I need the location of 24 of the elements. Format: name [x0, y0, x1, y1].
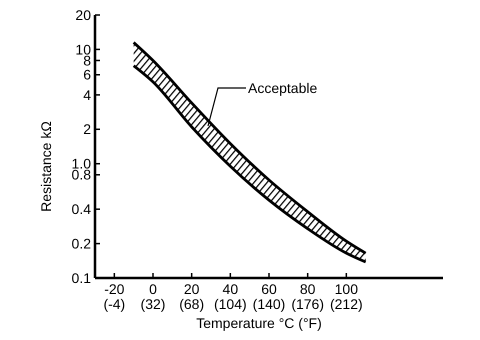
y-tick-label: 0.2: [72, 235, 92, 252]
x-tick-label: 0: [149, 281, 158, 297]
annotation: Acceptable: [248, 80, 318, 96]
x2-tick-label: (140): [252, 296, 286, 312]
x2-tick-label: (176): [291, 296, 324, 312]
x-tick-label: 80: [300, 281, 316, 297]
y-tick-label: 0.1: [72, 270, 92, 286]
y-axis-title: Resistance kΩ: [38, 121, 54, 212]
x2-tick-label: (68): [179, 296, 204, 312]
x-tick-label: 20: [184, 281, 200, 297]
y-tick-label: 4: [83, 86, 92, 103]
x-tick-label: 40: [222, 281, 238, 297]
x2-tick-label: (212): [330, 296, 363, 312]
x-tick-label: -20: [104, 281, 125, 297]
x-tick-label: 100: [334, 281, 358, 297]
y-tick-label: 2: [83, 121, 92, 138]
x2-tick-label: (32): [140, 296, 166, 312]
x2-tick-label: (-4): [103, 296, 126, 312]
x2-tick-label: (104): [214, 296, 247, 312]
x-tick-label: 60: [261, 281, 277, 297]
y-tick-label: 6: [83, 66, 92, 83]
y-tick-label: 0.4: [72, 201, 92, 218]
x-axis-title: Temperature °C (°F): [196, 315, 322, 331]
y-tick-label: 20: [75, 6, 92, 23]
